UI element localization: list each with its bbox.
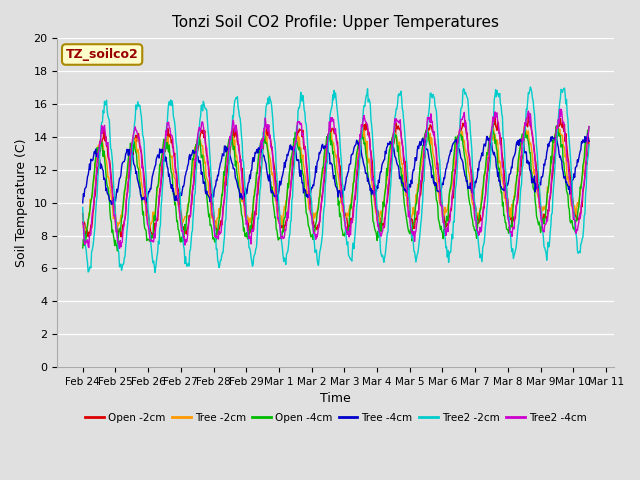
Legend: Open -2cm, Tree -2cm, Open -4cm, Tree -4cm, Tree2 -2cm, Tree2 -4cm: Open -2cm, Tree -2cm, Open -4cm, Tree -4… [81,408,591,427]
Text: TZ_soilco2: TZ_soilco2 [66,48,138,61]
Y-axis label: Soil Temperature (C): Soil Temperature (C) [15,138,28,267]
Title: Tonzi Soil CO2 Profile: Upper Temperatures: Tonzi Soil CO2 Profile: Upper Temperatur… [172,15,499,30]
X-axis label: Time: Time [321,393,351,406]
